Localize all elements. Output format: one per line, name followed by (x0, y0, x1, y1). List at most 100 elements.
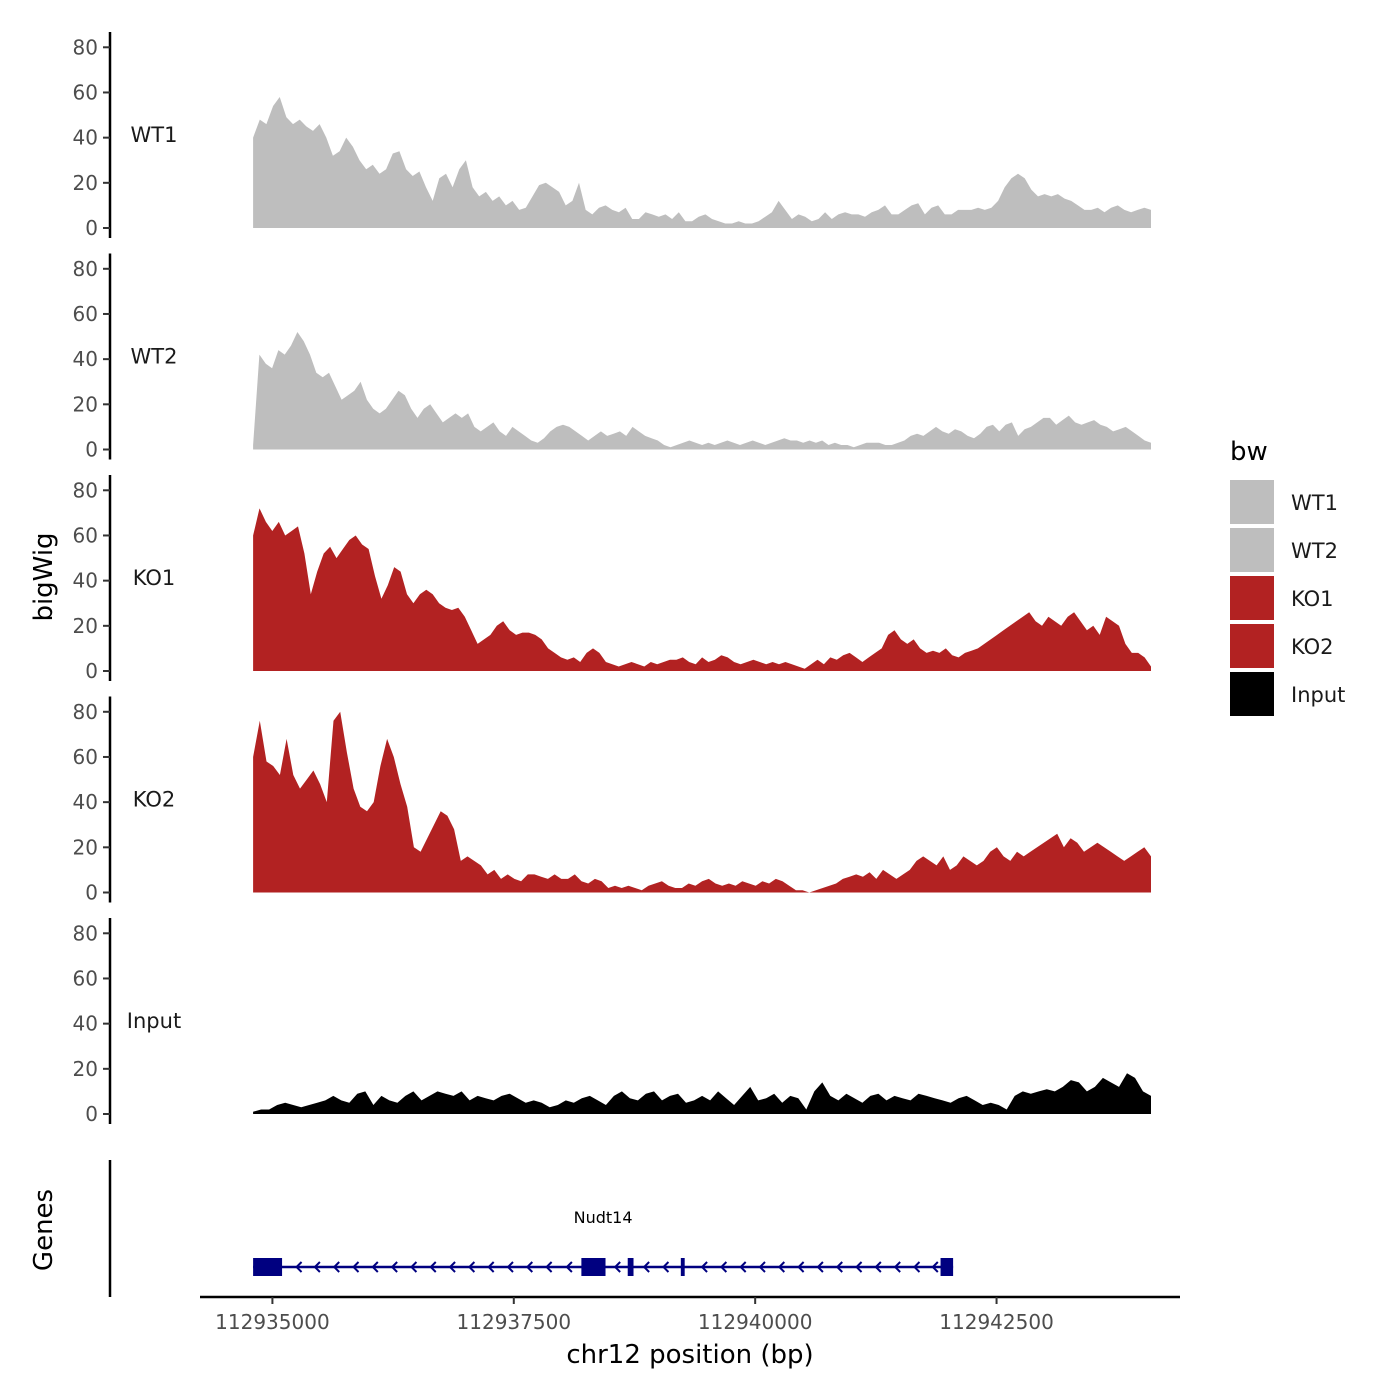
y-tick-label: 40 (73, 790, 98, 814)
y-tick-label: 60 (73, 523, 98, 547)
legend-swatch-ko2 (1230, 624, 1274, 668)
legend-swatch-input (1230, 672, 1274, 716)
legend-swatch-wt2 (1230, 528, 1274, 572)
strand-arrow (816, 1261, 824, 1273)
area-ko1 (253, 508, 1152, 671)
exon (627, 1258, 634, 1276)
y-axis-title: bigWig (29, 532, 59, 621)
y-tick-label: 0 (85, 659, 98, 683)
y-tick-label: 40 (73, 569, 98, 593)
x-tick-label: 112942500 (939, 1310, 1054, 1334)
strand-arrow (371, 1261, 379, 1273)
strand-arrow (893, 1261, 901, 1273)
strand-arrow (797, 1261, 805, 1273)
y-tick-label: 40 (73, 126, 98, 150)
strand-arrow (855, 1261, 863, 1273)
y-tick-label: 60 (73, 80, 98, 104)
strand-arrow (545, 1261, 553, 1273)
track-label-input: Input (127, 1009, 181, 1033)
x-tick-label: 112937500 (457, 1310, 572, 1334)
y-tick-label: 0 (85, 438, 98, 462)
track-wt1: 0 20 40 60 80 WT1 (73, 32, 1152, 240)
legend-title: bw (1230, 437, 1268, 467)
x-axis-title: chr12 position (bp) (566, 1340, 813, 1370)
x-tick-label: 112935000 (215, 1310, 330, 1334)
strand-arrow (874, 1261, 882, 1273)
strand-arrow (525, 1261, 534, 1273)
strand-arrow (467, 1261, 476, 1273)
y-tick-label: 20 (73, 392, 98, 416)
gene-name-label: Nudt14 (574, 1208, 633, 1227)
y-tick-label: 60 (73, 745, 98, 769)
y-tick-label: 20 (73, 835, 98, 859)
track-label-wt1: WT1 (131, 123, 178, 147)
gene-track: Nudt14 (108, 1160, 954, 1297)
gene-track-title: Genes (29, 1189, 59, 1271)
strand-arrow (313, 1261, 321, 1273)
x-tick-label: 112940000 (698, 1310, 813, 1334)
legend-label-input: Input (1291, 683, 1345, 707)
bigwig-tracks: 0 20 40 60 80 WT1 0 20 40 60 80 WT2 0 20 40 60 80 KO1 0 20 4… (73, 32, 1152, 1126)
legend-swatch-ko1 (1230, 576, 1274, 620)
y-tick-label: 80 (73, 257, 98, 281)
y-tick-label: 80 (73, 478, 98, 502)
legend-label-ko2: KO2 (1291, 635, 1334, 659)
strand-arrow (352, 1261, 360, 1273)
x-axis: 112935000 112937500 112940000 112942500 (200, 1295, 1180, 1334)
legend-label-ko1: KO1 (1291, 587, 1334, 611)
area-wt2 (253, 332, 1152, 450)
area-wt1 (253, 97, 1152, 228)
strand-arrow (295, 1261, 303, 1273)
strand-arrow (835, 1261, 843, 1273)
legend-label-wt1: WT1 (1291, 491, 1338, 515)
y-tick-label: 40 (73, 1012, 98, 1036)
strand-arrow (739, 1261, 747, 1273)
y-tick-label: 0 (85, 1102, 98, 1126)
gene-nudt14: Nudt14 (253, 1208, 954, 1276)
track-label-wt2: WT2 (131, 345, 178, 369)
strand-arrow (700, 1261, 708, 1273)
y-tick-label: 60 (73, 302, 98, 326)
legend-swatch-wt1 (1230, 480, 1274, 524)
y-tick-label: 20 (73, 614, 98, 638)
legend: bw WT1 WT2 KO1 KO2 Input (1230, 437, 1345, 716)
y-tick-label: 20 (73, 171, 98, 195)
y-tick-label: 60 (73, 966, 98, 990)
area-input (253, 1073, 1152, 1114)
exon (680, 1258, 685, 1276)
track-ko1: 0 20 40 60 80 KO1 (73, 475, 1152, 683)
strand-arrow (332, 1261, 340, 1273)
y-tick-label: 20 (73, 1057, 98, 1081)
strand-arrow (410, 1261, 418, 1273)
y-tick-label: 0 (85, 881, 98, 905)
track-wt2: 0 20 40 60 80 WT2 (73, 253, 1152, 462)
strand-arrow (448, 1261, 456, 1273)
strand-arrow (613, 1261, 621, 1273)
strand-arrow (913, 1261, 921, 1273)
exon (253, 1258, 283, 1276)
strand-arrow (487, 1261, 495, 1273)
y-tick-label: 80 (73, 35, 98, 59)
strand-arrow (758, 1261, 766, 1273)
strand-arrow (662, 1261, 670, 1273)
area-ko2 (253, 711, 1152, 893)
strand-arrow (429, 1261, 437, 1273)
exon (940, 1258, 954, 1276)
strand-arrow (719, 1261, 728, 1273)
exon (581, 1258, 606, 1276)
y-tick-label: 0 (85, 216, 98, 240)
y-tick-label: 80 (73, 700, 98, 724)
strand-arrow (642, 1261, 650, 1273)
track-label-ko1: KO1 (133, 566, 176, 590)
y-tick-label: 80 (73, 921, 98, 945)
strand-arrow (777, 1261, 786, 1273)
strand-arrow (506, 1261, 514, 1273)
legend-label-wt2: WT2 (1291, 539, 1338, 563)
strand-arrow (390, 1261, 398, 1273)
y-tick-label: 40 (73, 347, 98, 371)
strand-arrow (565, 1261, 573, 1273)
strand-arrow (931, 1261, 939, 1273)
track-input: 0 20 40 60 80 Input (73, 918, 1152, 1126)
track-ko2: 0 20 40 60 80 KO2 (73, 696, 1152, 905)
